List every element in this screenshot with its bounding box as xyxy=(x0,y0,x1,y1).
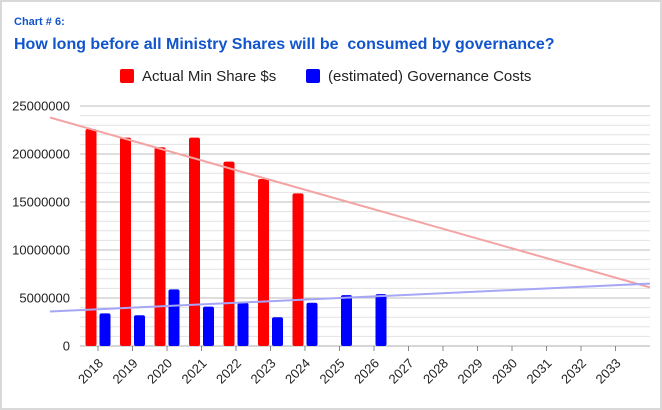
x-tick-label: 2025 xyxy=(317,356,348,387)
x-tick-label: 2028 xyxy=(420,356,451,387)
x-tick-label: 2027 xyxy=(386,356,417,387)
y-tick-label: 5000000 xyxy=(19,291,70,306)
x-tick-label: 2033 xyxy=(593,356,624,387)
x-tick-label: 2018 xyxy=(75,356,106,387)
x-tick-label: 2019 xyxy=(110,356,141,387)
x-tick-label: 2020 xyxy=(144,356,175,387)
y-tick-label: 0 xyxy=(63,339,70,354)
bar-actual-min-share xyxy=(223,161,235,346)
chart-title: How long before all Ministry Shares will… xyxy=(14,36,555,53)
y-tick-label: 15000000 xyxy=(12,195,70,210)
bar-governance-costs xyxy=(272,317,283,346)
y-tick-label: 20000000 xyxy=(12,147,70,162)
bar-governance-costs xyxy=(134,315,145,346)
trendline-actual-min-share xyxy=(49,116,651,289)
x-tick-label: 2032 xyxy=(558,356,589,387)
y-tick-label: 25000000 xyxy=(12,99,70,114)
legend-actual-min-share-label: Actual Min Share $s xyxy=(142,68,276,85)
x-tick-label: 2024 xyxy=(282,356,313,387)
bar-governance-costs xyxy=(99,313,111,346)
bar-governance-costs xyxy=(306,302,318,346)
bar-governance-costs xyxy=(168,289,180,346)
x-tick-label: 2023 xyxy=(248,356,279,387)
x-tick-label: 2029 xyxy=(455,356,486,387)
y-tick-label: 10000000 xyxy=(12,243,70,258)
bar-actual-min-share xyxy=(189,137,200,346)
bar-actual-min-share xyxy=(154,147,166,346)
bar-governance-costs xyxy=(237,302,249,346)
bar-governance-costs xyxy=(341,295,352,346)
bar-actual-min-share xyxy=(120,137,131,346)
x-tick-label: 2031 xyxy=(524,356,555,387)
bar-actual-min-share xyxy=(85,129,97,346)
bar-governance-costs xyxy=(375,294,387,346)
x-tick-label: 2030 xyxy=(489,356,520,387)
bar-actual-min-share xyxy=(258,178,269,346)
bar-governance-costs xyxy=(203,306,214,346)
bar-actual-min-share xyxy=(292,193,304,346)
legend-governance-costs-swatch xyxy=(306,69,320,83)
trendline-governance-costs xyxy=(49,282,651,313)
legend-actual-min-share-swatch xyxy=(120,69,134,83)
legend-governance-costs-label: (estimated) Governance Costs xyxy=(328,68,531,85)
chart-number: Chart # 6: xyxy=(14,16,65,28)
x-tick-label: 2021 xyxy=(179,356,210,387)
x-tick-label: 2026 xyxy=(351,356,382,387)
x-tick-label: 2022 xyxy=(213,356,244,387)
